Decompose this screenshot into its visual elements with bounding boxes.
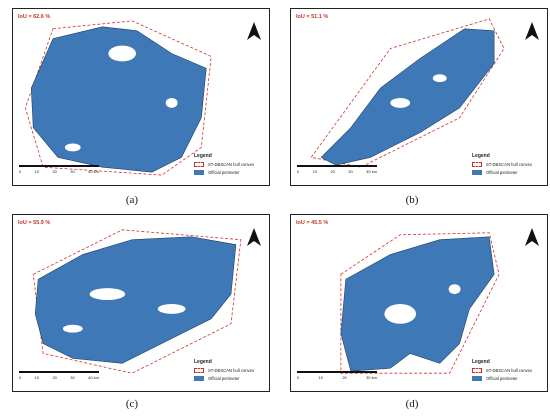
unburned-patch-a1 — [108, 45, 137, 62]
hull-convex-c — [32, 229, 242, 374]
iou-label-d: IoU = 45.5 % — [296, 220, 329, 226]
map-frame-c: 0 10 20 30 40 km — [12, 214, 270, 392]
perimeter-label: Official perimeter — [208, 376, 240, 381]
unburned-patch-c1 — [89, 288, 126, 301]
scale-label: 40 km — [88, 375, 99, 380]
scale-label: 0 — [297, 375, 300, 380]
hull-label: ST-DBSCAN hull convex — [208, 162, 255, 167]
scale-bar-c: 0 10 20 30 40 km — [19, 371, 99, 385]
official-perimeter-b — [320, 28, 495, 166]
scale-label: 10 — [318, 375, 323, 380]
caption-c: (c) — [125, 398, 139, 410]
legend-c: Legend ST-DBSCAN hull convex Official pe… — [194, 359, 264, 381]
burn-area-map-a — [24, 20, 212, 176]
unburned-patch-a3 — [64, 143, 81, 152]
perimeter-swatch — [194, 170, 204, 175]
scale-label: 20 — [52, 375, 57, 380]
scale-label: 30 km — [366, 375, 377, 380]
scale-bar-b: 0 10 20 30 40 km — [297, 165, 377, 179]
unburned-patch-a2 — [165, 97, 178, 108]
legend-b: Legend ST-DBSCAN hull convex Official pe… — [472, 153, 542, 175]
scale-label: 40 km — [366, 169, 377, 174]
perimeter-swatch — [194, 376, 204, 381]
scale-label: 0 — [19, 375, 22, 380]
unburned-patch-d1 — [384, 303, 417, 324]
perimeter-swatch — [472, 376, 482, 381]
panel-a: 0 10 20 30 40 km IoU = 62.6 % Legend ST-… — [0, 0, 270, 186]
legend-a: Legend ST-DBSCAN hull convex Official pe… — [194, 153, 264, 175]
hull-swatch — [194, 368, 204, 373]
burn-area-map-b — [310, 18, 505, 168]
perimeter-swatch — [472, 170, 482, 175]
burn-area-map-d — [340, 232, 500, 374]
scale-label: 10 — [34, 375, 40, 380]
scale-label: 20 — [52, 169, 57, 174]
scale-label: 10 — [312, 169, 318, 174]
scale-label: 30 — [70, 375, 75, 380]
hull-swatch — [472, 162, 482, 167]
iou-label-c: IoU = 55.9 % — [18, 220, 51, 226]
official-perimeter-c — [34, 236, 237, 364]
scale-label: 20 — [330, 169, 335, 174]
scale-bar-a: 0 10 20 30 40 km — [19, 165, 99, 179]
legend-title: Legend — [472, 153, 490, 159]
perimeter-label: Official perimeter — [486, 170, 518, 175]
legend-title: Legend — [472, 359, 490, 365]
map-frame-b: 0 10 20 30 40 km — [290, 8, 548, 186]
legend-title: Legend — [194, 359, 212, 365]
unburned-patch-c2 — [157, 303, 186, 314]
scale-label: 40 km — [88, 169, 99, 174]
hull-swatch — [472, 368, 482, 373]
caption-a: (a) — [125, 194, 139, 206]
perimeter-label: Official perimeter — [486, 376, 518, 381]
hull-swatch — [194, 162, 204, 167]
scale-label: 0 — [297, 169, 300, 174]
caption-d: (d) — [405, 398, 419, 410]
legend-title: Legend — [194, 153, 212, 159]
official-perimeter-a — [30, 26, 207, 173]
legend-d: Legend ST-DBSCAN hull convex Official pe… — [472, 359, 542, 381]
hull-label: ST-DBSCAN hull convex — [486, 162, 533, 167]
hull-convex-b — [310, 18, 505, 168]
hull-label: ST-DBSCAN hull convex — [208, 368, 255, 373]
scale-bar-d: 0 10 20 30 km — [297, 371, 377, 385]
north-arrow-icon — [247, 228, 261, 246]
iou-label-a: IoU = 62.6 % — [18, 14, 51, 20]
official-perimeter-d — [340, 236, 495, 372]
scale-label: 20 — [342, 375, 347, 380]
panel-c: 0 10 20 30 40 km IoU = 55.9 % Legend ST-… — [0, 206, 270, 392]
north-arrow-icon — [525, 22, 539, 40]
unburned-patch-c3 — [62, 324, 83, 333]
panel-d: 0 10 20 30 km IoU = 45.5 % Legend ST-DBS… — [278, 206, 548, 392]
map-frame-d: 0 10 20 30 km — [290, 214, 548, 392]
scale-label: 10 — [34, 169, 40, 174]
scale-label: 0 — [19, 169, 22, 174]
panel-b: 0 10 20 30 40 km IoU = 51.1 % Legend ST-… — [278, 0, 548, 186]
caption-b: (b) — [405, 194, 419, 206]
north-arrow-icon — [247, 22, 261, 40]
hull-convex-a — [24, 20, 212, 176]
map-frame-a: 0 10 20 30 40 km — [12, 8, 270, 186]
perimeter-label: Official perimeter — [208, 170, 240, 175]
north-arrow-icon — [525, 228, 539, 246]
scale-label: 30 — [70, 169, 75, 174]
unburned-patch-b1 — [390, 97, 411, 108]
scale-label: 30 — [348, 169, 353, 174]
unburned-patch-b2 — [432, 74, 447, 83]
hull-convex-d — [340, 232, 500, 374]
burn-area-map-c — [32, 229, 242, 374]
unburned-patch-d2 — [448, 284, 461, 295]
hull-label: ST-DBSCAN hull convex — [486, 368, 533, 373]
iou-label-b: IoU = 51.1 % — [296, 14, 329, 20]
